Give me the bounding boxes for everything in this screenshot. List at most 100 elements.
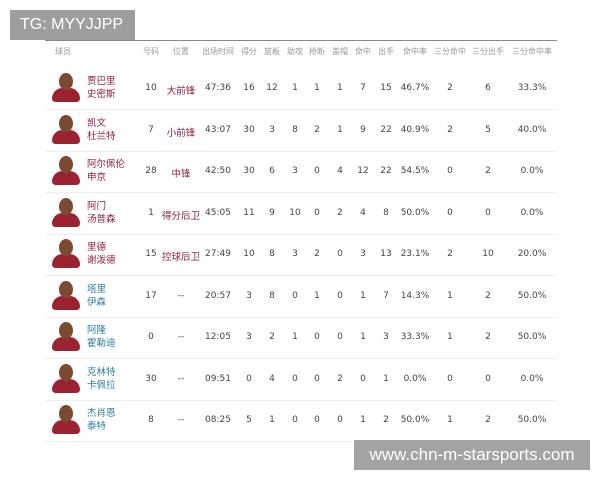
cell-stl: 2	[314, 249, 320, 259]
avatar	[52, 363, 80, 396]
cell-pts: 10	[243, 249, 255, 259]
cell-num: 10	[145, 83, 157, 93]
cell-pts: 30	[243, 166, 255, 176]
cell-fgm: 1	[360, 415, 366, 425]
player-head-icon	[59, 363, 73, 381]
cell-tpp: 50.0%	[517, 332, 547, 342]
table-row: 阿尔佩伦 申京 28 中锋 42:50 30 6 3 0 4 12 22 54.5% 0 2 0.0%	[45, 151, 557, 193]
table-row: 塔里 伊森 17 -- 20:57 3 8 0 1 0 1 7 14.3% 1 2 50.0%	[45, 276, 557, 318]
player-name[interactable]: 贾巴里 史密斯	[87, 75, 116, 101]
player-name-line1: 阿隆	[87, 325, 107, 336]
cell-fgp: 54.5%	[400, 166, 430, 176]
cell-fgp: 0.0%	[403, 373, 427, 384]
player-name[interactable]: 杰肖恩 泰特	[87, 407, 116, 433]
cell-tpa: 5	[485, 124, 491, 135]
table-row: 里德 谢泼德 15 控球后卫 27:49 10 8 3 2 0 3 13 23.1% 2 10 20.0%	[45, 234, 557, 276]
cell-reb: 12	[266, 83, 278, 93]
cell-tpa: 10	[482, 249, 494, 259]
cell-ast: 1	[292, 332, 298, 342]
cell-fgp: 33.3%	[400, 332, 430, 342]
header-cell: 命中率	[403, 47, 427, 56]
jersey-icon	[52, 254, 80, 268]
player-head-icon	[59, 405, 73, 422]
cell-fgp: 23.1%	[400, 249, 430, 259]
cell-ast: 0	[292, 290, 298, 301]
cell-ast: 3	[292, 249, 298, 259]
cell-reb: 9	[269, 207, 275, 218]
cell-fga: 7	[383, 290, 389, 301]
cell-tpa: 2	[485, 415, 491, 425]
header-cell: 抢断	[309, 47, 325, 56]
cell-fga: 2	[383, 415, 389, 425]
player-name[interactable]: 塔里 伊森	[87, 283, 106, 309]
cell-stl: 0	[314, 207, 320, 218]
cell-tpm: 2	[447, 83, 453, 93]
bottom-watermark: www.chn-m-starsports.com	[354, 440, 590, 470]
cell-fgm: 1	[360, 332, 366, 342]
cell-tpa: 0	[485, 207, 491, 218]
player-name-line1: 阿门	[87, 200, 107, 212]
avatar	[52, 73, 80, 105]
cell-fgm: 7	[360, 83, 366, 93]
cell-stl: 0	[314, 415, 320, 425]
cell-tpp: 0.0%	[520, 373, 544, 384]
player-name-line2: 杜兰特	[87, 130, 116, 142]
cell-tpm: 2	[447, 249, 453, 259]
player-name[interactable]: 克林特 卡佩拉	[87, 366, 116, 392]
cell-stl: 0	[314, 166, 320, 176]
cell-blk: 1	[337, 83, 343, 93]
header-cell: 三分命中率	[512, 47, 552, 56]
cell-fgp: 40.9%	[400, 124, 430, 135]
player-name[interactable]: 阿隆 霍勒迪	[87, 324, 116, 350]
cell-ast: 0	[292, 415, 298, 425]
cell-tpm: 2	[447, 124, 453, 135]
header-cell: 命中	[355, 47, 371, 56]
table-row: 克林特 卡佩拉 30 -- 09:51 0 4 0 0 2 0 1 0.0% 0 0 0.0%	[45, 359, 557, 401]
table-row: 凯文 杜兰特 7 小前锋 43:07 30 3 8 2 1 9 22 40.9% 2 5 40.0%	[45, 110, 557, 152]
cell-tpm: 1	[447, 332, 453, 342]
cell-pos: 控球后卫	[161, 252, 201, 263]
cell-blk: 0	[337, 332, 343, 342]
cell-stl: 1	[314, 290, 320, 301]
cell-time: 12:05	[205, 332, 231, 342]
cell-reb: 2	[269, 332, 275, 342]
avatar	[52, 405, 80, 437]
jersey-icon	[52, 129, 80, 144]
cell-pos: 得分后卫	[161, 210, 201, 222]
player-name[interactable]: 阿尔佩伦 申京	[87, 158, 125, 184]
cell-num: 28	[145, 166, 157, 176]
avatar	[52, 322, 80, 354]
avatar	[52, 197, 80, 230]
player-name-line2: 伊森	[87, 296, 107, 308]
cell-tpp: 50.0%	[517, 415, 547, 425]
cell-tpp: 33.3%	[517, 83, 547, 93]
player-name[interactable]: 凯文 杜兰特	[87, 117, 116, 143]
avatar	[52, 156, 80, 188]
cell-fga: 8	[383, 207, 389, 218]
cell-ast: 0	[292, 373, 298, 384]
cell-ast: 3	[292, 166, 298, 176]
player-name[interactable]: 里德 谢泼德	[87, 241, 116, 267]
cell-tpa: 2	[485, 166, 491, 176]
header-cell: 盖帽	[332, 47, 348, 56]
player-name-line2: 卡佩拉	[87, 379, 116, 391]
cell-pos: --	[177, 332, 185, 342]
cell-time: 45:05	[205, 207, 231, 218]
cell-tpp: 50.0%	[517, 290, 547, 301]
cell-num: 15	[145, 249, 157, 259]
player-head-icon	[59, 322, 73, 339]
cell-time: 42:50	[205, 166, 231, 176]
cell-reb: 4	[269, 373, 275, 384]
cell-fga: 22	[380, 124, 392, 135]
cell-fgm: 4	[360, 207, 366, 218]
cell-pts: 3	[246, 332, 252, 342]
header-cell: 号码	[143, 47, 159, 56]
avatar	[52, 114, 80, 147]
jersey-icon	[52, 420, 80, 434]
cell-pos: 大前锋	[166, 86, 196, 97]
cell-blk: 2	[337, 207, 343, 218]
cell-time: 27:49	[205, 249, 231, 259]
player-name-line1: 阿尔佩伦	[87, 159, 126, 170]
player-name[interactable]: 阿门 汤普森	[87, 200, 116, 226]
cell-tpp: 40.0%	[517, 124, 547, 135]
